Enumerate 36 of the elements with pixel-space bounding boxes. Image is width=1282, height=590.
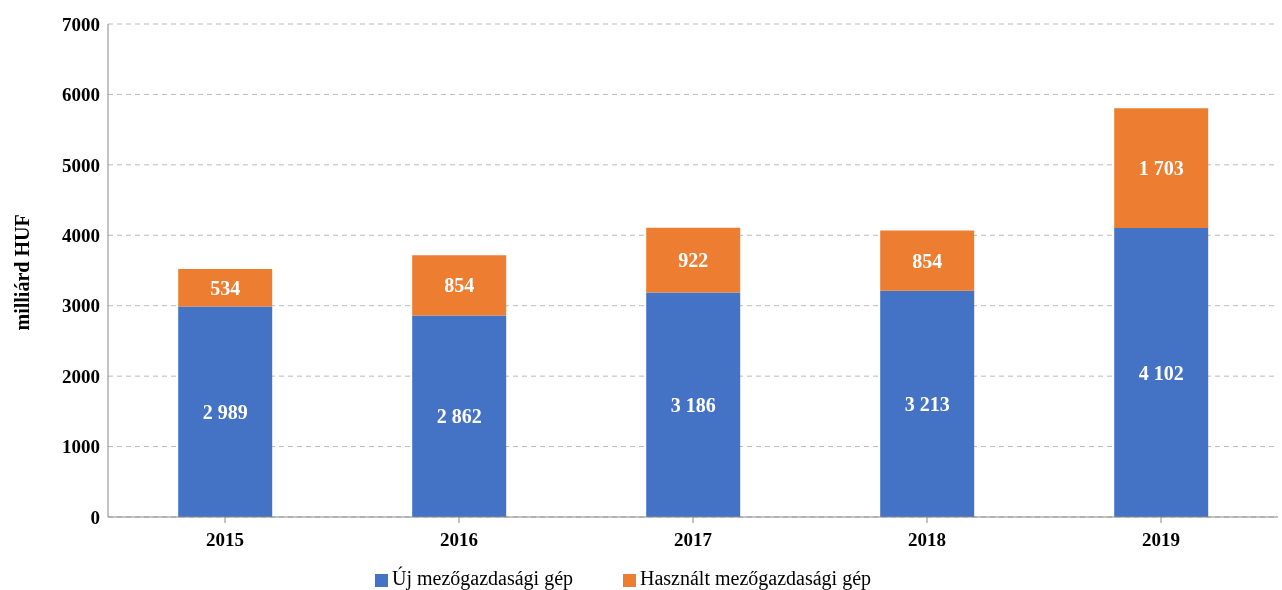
- bar: [1114, 108, 1209, 229]
- data-label: 3 186: [670, 393, 716, 416]
- data-label: 1 703: [1138, 157, 1184, 180]
- bar: [880, 290, 975, 517]
- y-tick-label: 4000: [62, 225, 100, 247]
- y-tick-label: 5000: [62, 154, 100, 176]
- data-label: 2 862: [436, 405, 482, 428]
- y-axis-title: milliárd HUF: [11, 214, 34, 331]
- bar: [880, 230, 975, 291]
- y-tick-label: 6000: [62, 84, 100, 106]
- y-tick-label: 7000: [62, 13, 100, 35]
- bar: [1114, 228, 1209, 517]
- bar: [412, 315, 507, 517]
- x-tick-label: 2018: [908, 529, 946, 551]
- bar: [646, 292, 741, 517]
- data-label: 922: [678, 249, 709, 272]
- bar: [646, 227, 741, 293]
- bar: [178, 306, 273, 517]
- y-tick-label: 2000: [62, 365, 100, 387]
- y-tick-label: 3000: [62, 295, 100, 317]
- legend-label: Új mezőgazdasági gép: [391, 567, 574, 589]
- data-label: 2 989: [202, 400, 248, 423]
- bar: [412, 255, 507, 316]
- bar: [178, 268, 273, 307]
- x-tick-label: 2017: [674, 529, 713, 551]
- legend-label: Használt mezőgazdasági gép: [640, 567, 872, 589]
- data-label: 3 213: [904, 392, 950, 415]
- x-tick-label: 2015: [206, 529, 244, 551]
- x-tick-label: 2016: [440, 529, 478, 551]
- data-label: 534: [210, 276, 241, 299]
- y-tick-label: 0: [90, 506, 100, 528]
- y-tick-label: 1000: [62, 436, 100, 458]
- data-label: 854: [912, 249, 943, 272]
- data-label: 4 102: [1138, 361, 1184, 384]
- data-label: 854: [444, 274, 475, 297]
- x-tick-label: 2019: [1142, 529, 1180, 551]
